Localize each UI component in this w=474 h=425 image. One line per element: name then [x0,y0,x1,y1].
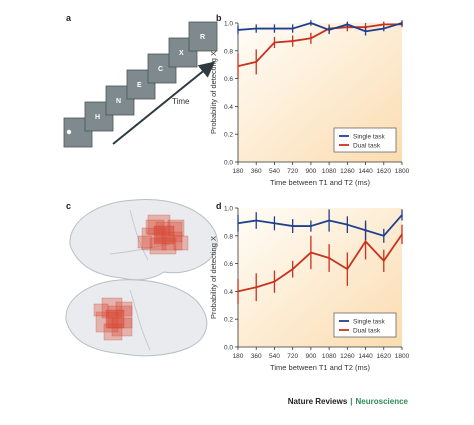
time-arrow [112,61,216,145]
y-tick-label: 0.0 [224,345,233,352]
brain-outline [65,279,208,357]
stream-letter: N [116,98,121,105]
journal-name: Nature Reviews [287,397,348,406]
stream-letter: C [158,66,163,73]
dual-task-series [237,223,403,304]
x-tick-label: 1800 [395,353,410,360]
stream-letter: E [137,82,142,89]
y-axis-label: Probability of detecting X [209,51,218,134]
x-tick-label: 180 [233,353,244,360]
brain-dorsal-view [65,279,208,357]
panel-label-d: d [216,201,222,211]
x-tick-label: 1800 [395,168,410,175]
single-task-series [237,209,403,243]
x-tick-label: 360 [251,168,262,175]
legend-label: Single task [353,133,386,140]
activation-cluster [93,297,133,341]
y-tick-label: 1.0 [224,206,233,213]
panel-b-line-chart: 0.0 0.2 0.4 0.6 0.8 1.0 180 360 540 720 900 1080 126… [209,20,410,187]
x-tick-label: 540 [269,168,280,175]
legend-box [333,312,397,338]
stimulus-frames: H N E C X R [63,21,218,148]
y-tick-label: 0.4 [224,289,233,296]
y-tick-label: 0.2 [224,317,233,324]
stream-letter: R [200,34,205,41]
brain-sulcus [109,243,171,255]
brain-outline [69,199,218,281]
y-axis-label: Probability of detecting X [209,236,218,319]
x-tick-label: 1260 [340,168,355,175]
y-tick-label: 0.0 [224,160,233,167]
y-tick-label: 0.8 [224,48,233,55]
series-line [237,23,402,67]
x-axis-label: Time between T1 and T2 (ms) [270,363,370,372]
journal-section: Neuroscience [355,397,408,406]
legend: Single task Dual task [333,127,397,153]
y-tick-label: 0.4 [224,104,233,111]
y-tick-label: 0.2 [224,132,233,139]
legend-label: Dual task [353,142,381,149]
y-tick-label: 0.6 [224,76,233,83]
series-line [237,233,403,293]
x-tick-label: 540 [269,353,280,360]
x-axis-label: Time between T1 and T2 (ms) [270,178,370,187]
brain-sulcus [129,289,151,351]
x-tick-label: 1620 [377,168,392,175]
x-tick-label: 1260 [340,353,355,360]
legend-label: Single task [353,318,386,325]
series-line [237,214,403,237]
journal-credit: Nature Reviews | Neuroscience [288,397,408,406]
panel-label-a: a [66,13,72,23]
stimulus-frame [188,21,218,52]
x-tick-label: 360 [251,353,262,360]
panel-label-c: c [66,201,72,211]
panel-c-brain-activation [65,199,218,357]
brain-sulcus [129,209,149,261]
brain-lateral-view [69,199,218,281]
y-tick-label: 0.6 [224,261,233,268]
activation-cluster [137,214,189,255]
credit-separator: | [350,397,353,406]
legend: Single task Dual task [333,312,397,338]
x-tick-label: 900 [305,168,316,175]
legend-label: Dual task [353,327,381,334]
x-tick-label: 1080 [322,353,337,360]
x-tick-label: 720 [287,168,298,175]
panel-label-b: b [216,13,222,23]
x-tick-label: 1620 [377,353,392,360]
y-tick-label: 0.8 [224,233,233,240]
x-tick-label: 1440 [358,353,373,360]
single-task-series [237,20,403,36]
panel-a-stimulus-stream: H N E C X R Time [63,21,218,148]
x-tick-label: 180 [233,168,244,175]
stream-letter: X [179,50,184,57]
x-tick-label: 1080 [322,168,337,175]
series-line [237,22,403,33]
time-label: Time [172,97,190,106]
x-tick-label: 1440 [358,168,373,175]
panel-d-line-chart: 0.0 0.2 0.4 0.6 0.8 1.0 180 360 540 720 900 1080 126… [209,206,410,373]
x-tick-label: 900 [305,353,316,360]
y-tick-label: 1.0 [224,21,233,28]
fixation-dot [66,129,72,135]
legend-box [333,127,397,153]
x-tick-label: 720 [287,353,298,360]
stream-letter: H [95,114,100,121]
